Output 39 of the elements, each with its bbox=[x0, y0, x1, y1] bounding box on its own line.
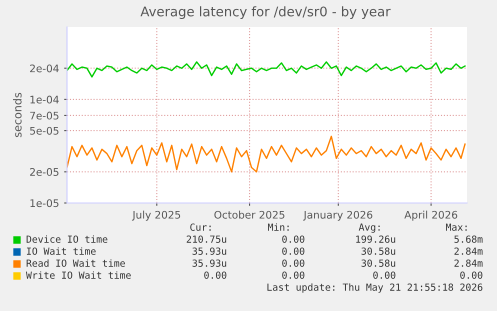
x-tick-label: January 2026 bbox=[303, 210, 372, 221]
legend-label: IO Wait time bbox=[26, 247, 96, 255]
text: 30.58u bbox=[362, 259, 396, 267]
text: 0.00 bbox=[204, 271, 226, 279]
x-tick-label: October 2025 bbox=[214, 210, 284, 219]
text: Min: bbox=[268, 223, 289, 231]
y-tick-label: 1e-04 bbox=[30, 96, 59, 104]
line-series bbox=[67, 61, 466, 78]
text: 35.93u bbox=[192, 259, 226, 267]
text: Cur: bbox=[190, 223, 211, 231]
text: 5.68m bbox=[454, 235, 483, 243]
y-tick-label: 2e-05 bbox=[30, 168, 58, 176]
text: 0.00 bbox=[282, 235, 304, 243]
chart-title: Average latency for /dev/sr0 - by year bbox=[140, 6, 391, 19]
text: 2.84m bbox=[454, 247, 483, 255]
text: Avg: bbox=[358, 224, 380, 233]
y-tick-label: 2e-04 bbox=[30, 64, 59, 72]
x-tick-label: April 2026 bbox=[404, 210, 458, 221]
text: Max: bbox=[446, 224, 467, 231]
y-axis-title: seconds bbox=[13, 92, 22, 138]
y-tick-label: 1e-05 bbox=[30, 199, 58, 208]
text: 210.75u bbox=[186, 235, 226, 243]
text: 2.84m bbox=[454, 259, 483, 267]
text: 0.00 bbox=[460, 271, 482, 279]
text: 35.93u bbox=[192, 247, 226, 255]
x-tick-label: July 2025 bbox=[132, 210, 180, 221]
text: 0.00 bbox=[282, 271, 304, 279]
text: 199.26u bbox=[356, 235, 396, 243]
text: 0.00 bbox=[282, 259, 304, 267]
text: 30.58u bbox=[362, 247, 396, 255]
y-tick-label: 7e-05 bbox=[30, 112, 58, 120]
y-tick-label: 5e-05 bbox=[30, 126, 58, 135]
line-series bbox=[67, 136, 466, 173]
legend-label: Read IO Wait time bbox=[26, 259, 125, 267]
text: 0.00 bbox=[373, 271, 396, 279]
text: Last update: Thu May 21 21:55:18 2026 bbox=[267, 283, 482, 293]
legend-label: Device IO time bbox=[26, 235, 108, 243]
legend-label: Write IO Wait time bbox=[26, 271, 131, 279]
text: 0.00 bbox=[282, 247, 304, 255]
